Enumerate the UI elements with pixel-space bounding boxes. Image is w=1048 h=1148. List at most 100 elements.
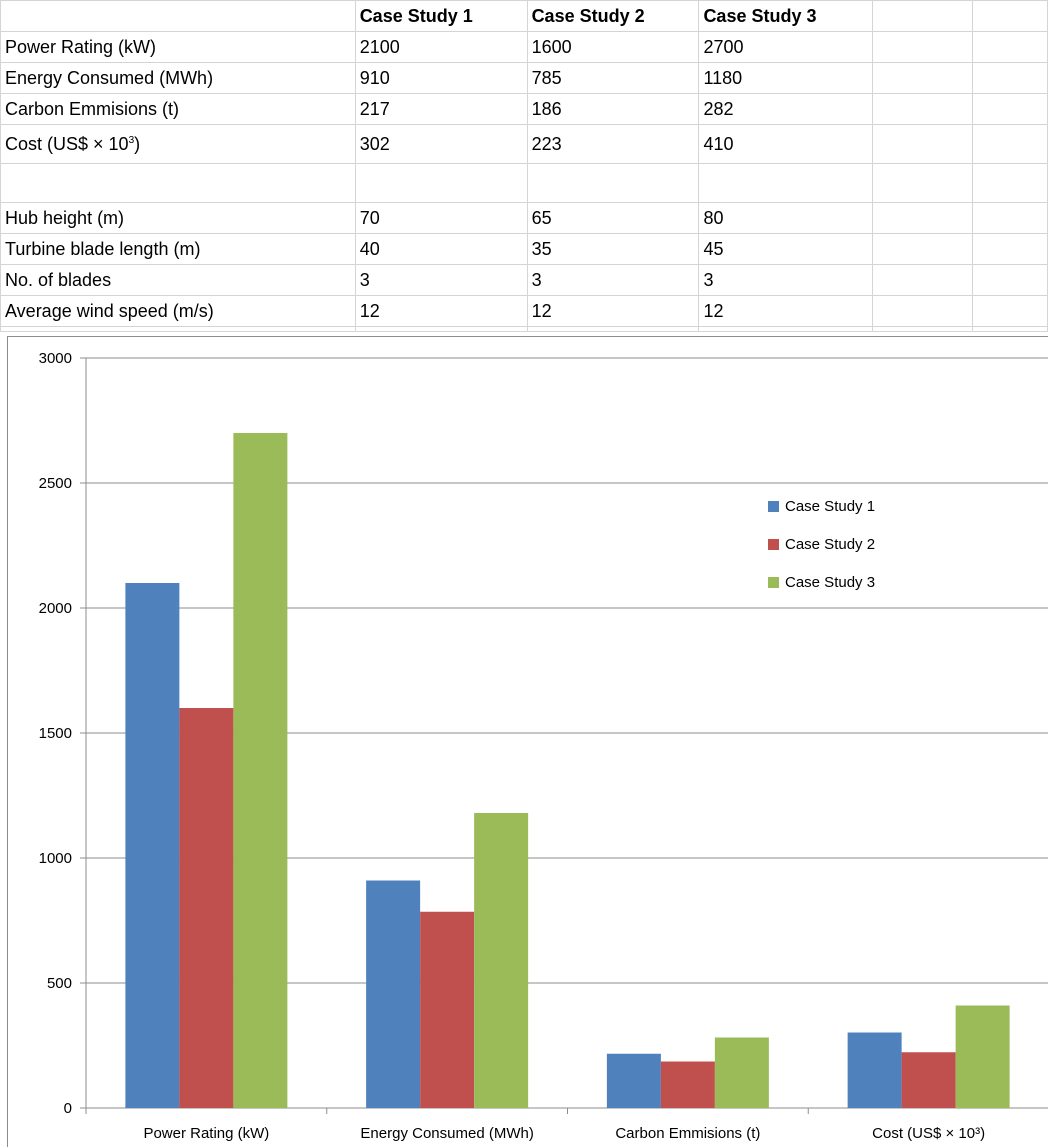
- table-row: No. of blades 3 3 3: [0, 264, 1048, 296]
- table-cell[interactable]: 2700: [698, 31, 874, 63]
- table-cell[interactable]: 910: [354, 62, 528, 94]
- table-cell[interactable]: 12: [526, 295, 700, 327]
- bar: [606, 1053, 661, 1108]
- empty-cell[interactable]: [972, 295, 1048, 327]
- table-cell[interactable]: 410: [698, 124, 874, 164]
- bar: [233, 433, 288, 1108]
- empty-cell[interactable]: [872, 62, 974, 94]
- table-row: Energy Consumed (MWh) 910 785 1180: [0, 62, 1048, 94]
- empty-cell[interactable]: [972, 163, 1048, 203]
- empty-cell[interactable]: [972, 62, 1048, 94]
- empty-cell[interactable]: [972, 202, 1048, 234]
- bar-chart: 0 500 1000 1500 2000 2500 3000 Power Rating (kW…: [39, 350, 1048, 1142]
- row-label-cell[interactable]: Carbon Emmisions (t): [0, 93, 356, 125]
- legend-label: Case Study 3: [785, 573, 876, 591]
- bar: [474, 813, 529, 1108]
- table-cell[interactable]: 1180: [698, 62, 874, 94]
- bar: [714, 1037, 769, 1108]
- table-cell[interactable]: 1600: [526, 31, 700, 63]
- legend-swatch: [768, 576, 779, 588]
- legend-item: Case Study 2: [768, 525, 875, 563]
- table-row: Average wind speed (m/s) 12 12 12: [0, 295, 1048, 327]
- row-label-superscript: 3: [128, 134, 135, 146]
- table-cell[interactable]: 223: [526, 124, 700, 164]
- table-cell[interactable]: 3: [354, 264, 528, 296]
- column-header[interactable]: Case Study 3: [698, 0, 874, 32]
- bar: [955, 1005, 1010, 1108]
- empty-cell[interactable]: [972, 233, 1048, 265]
- legend-swatch: [768, 538, 779, 550]
- empty-cell[interactable]: [872, 202, 974, 234]
- column-header[interactable]: [0, 0, 356, 32]
- empty-cell[interactable]: [526, 326, 700, 332]
- bar: [420, 911, 475, 1108]
- empty-cell[interactable]: [872, 31, 974, 63]
- row-label-cell[interactable]: Average wind speed (m/s): [0, 295, 356, 327]
- y-tick-label: 1500: [39, 725, 72, 742]
- y-tick-label: 1000: [39, 850, 72, 867]
- empty-cell[interactable]: [354, 326, 528, 332]
- table-cell[interactable]: 282: [698, 93, 874, 125]
- table-cell[interactable]: 302: [354, 124, 528, 164]
- empty-cell[interactable]: [972, 31, 1048, 63]
- legend-label: Case Study 1: [785, 497, 876, 515]
- table-cell[interactable]: 3: [698, 264, 874, 296]
- empty-cell[interactable]: [872, 163, 974, 203]
- table-cell[interactable]: 45: [698, 233, 874, 265]
- row-label-cell[interactable]: Hub height (m): [0, 202, 356, 234]
- row-label-cell[interactable]: No. of blades: [0, 264, 356, 296]
- table-row: Power Rating (kW) 2100 1600 2700: [0, 31, 1048, 63]
- table-cell[interactable]: 70: [354, 202, 528, 234]
- table-cell[interactable]: 2100: [354, 31, 528, 63]
- table-row: Hub height (m) 70 65 80: [0, 202, 1048, 234]
- table-row: [0, 326, 1048, 332]
- bar: [179, 708, 234, 1108]
- empty-cell[interactable]: [972, 264, 1048, 296]
- legend-swatch: [768, 500, 779, 512]
- row-label-end: ): [134, 133, 141, 154]
- empty-cell[interactable]: [698, 326, 874, 332]
- table-cell[interactable]: [354, 163, 528, 203]
- column-header[interactable]: [972, 0, 1048, 32]
- legend-item: Case Study 1: [768, 487, 875, 525]
- table-cell[interactable]: 65: [526, 202, 700, 234]
- empty-cell[interactable]: [872, 295, 974, 327]
- table-cell[interactable]: [526, 163, 700, 203]
- row-label-cell[interactable]: Power Rating (kW): [0, 31, 356, 63]
- row-label-cell[interactable]: [0, 163, 356, 203]
- empty-cell[interactable]: [972, 93, 1048, 125]
- table-cell[interactable]: [698, 163, 874, 203]
- empty-cell[interactable]: [872, 326, 974, 332]
- row-label-cell[interactable]: Energy Consumed (MWh): [0, 62, 356, 94]
- table-cell[interactable]: 12: [698, 295, 874, 327]
- legend-item: Case Study 3: [768, 563, 875, 601]
- table-cell[interactable]: 217: [354, 93, 528, 125]
- empty-cell[interactable]: [872, 233, 974, 265]
- row-label-cell[interactable]: Turbine blade length (m): [0, 233, 356, 265]
- table-row: [0, 163, 1048, 203]
- y-tick-label: 3000: [39, 350, 72, 367]
- y-tick-label: 500: [47, 975, 72, 992]
- empty-cell[interactable]: [872, 264, 974, 296]
- table-cell[interactable]: 3: [526, 264, 700, 296]
- table-cell[interactable]: 785: [526, 62, 700, 94]
- row-label-cell[interactable]: Cost (US$ × 103): [0, 124, 356, 164]
- spreadsheet-table: Case Study 1 Case Study 2 Case Study 3 Powe…: [0, 0, 1048, 332]
- empty-cell[interactable]: [972, 326, 1048, 332]
- column-header[interactable]: [872, 0, 974, 32]
- x-tick-label: Carbon Emmisions (t): [615, 1125, 760, 1142]
- column-header[interactable]: Case Study 1: [354, 0, 528, 32]
- empty-cell[interactable]: [972, 124, 1048, 164]
- empty-cell[interactable]: [0, 326, 356, 332]
- empty-cell[interactable]: [872, 124, 974, 164]
- bar: [125, 583, 180, 1108]
- table-cell[interactable]: 186: [526, 93, 700, 125]
- x-tick-label: Cost (US$ × 10³): [872, 1125, 985, 1142]
- empty-cell[interactable]: [872, 93, 974, 125]
- table-cell[interactable]: 80: [698, 202, 874, 234]
- table-cell[interactable]: 12: [354, 295, 528, 327]
- table-cell[interactable]: 40: [354, 233, 528, 265]
- column-header[interactable]: Case Study 2: [526, 0, 700, 32]
- table-cell[interactable]: 35: [526, 233, 700, 265]
- bar: [366, 880, 421, 1108]
